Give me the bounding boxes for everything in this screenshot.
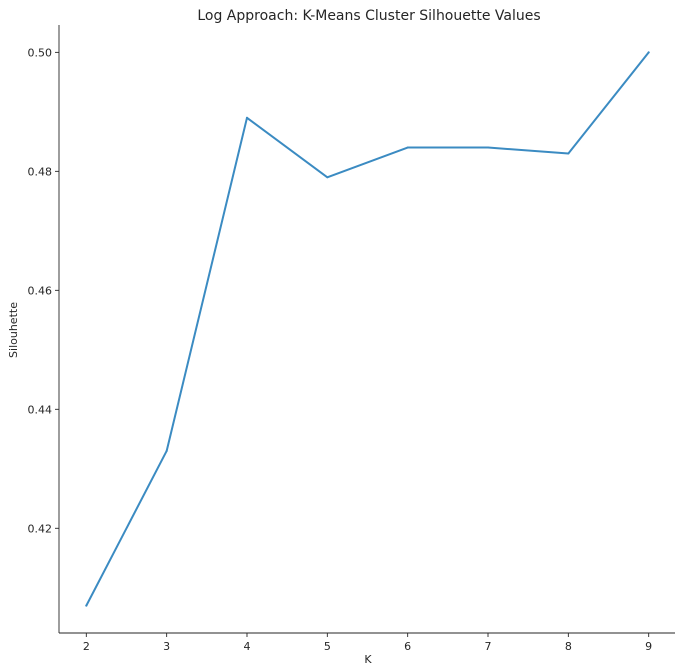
data-point: [406, 146, 409, 149]
data-point: [326, 176, 329, 179]
y-tick-label: 0.48: [28, 165, 53, 178]
x-tick-label: 2: [83, 640, 90, 653]
series-line: [85, 51, 650, 607]
x-axis-label: K: [364, 653, 372, 666]
x-ticks: 2 3 4 5 6 7 8 9: [83, 633, 652, 653]
y-tick-label: 0.46: [28, 284, 53, 297]
data-point: [567, 152, 570, 155]
y-ticks: 0.42 0.44 0.46 0.48 0.50: [28, 46, 59, 535]
data-point: [85, 604, 88, 607]
x-tick-label: 5: [324, 640, 331, 653]
data-point: [647, 51, 650, 54]
x-tick-label: 4: [243, 640, 250, 653]
x-tick-label: 7: [485, 640, 492, 653]
plot-area: [58, 25, 675, 634]
data-point: [487, 146, 490, 149]
y-tick-label: 0.42: [28, 522, 53, 535]
series-layer: [85, 51, 650, 607]
data-point: [165, 449, 168, 452]
x-tick-label: 3: [163, 640, 170, 653]
y-tick-label: 0.44: [28, 403, 53, 416]
x-tick-label: 9: [645, 640, 652, 653]
data-point: [245, 116, 248, 119]
x-tick-label: 8: [565, 640, 572, 653]
y-axis-label: Silouhette: [7, 302, 20, 358]
chart-title: Log Approach: K-Means Cluster Silhouette…: [197, 8, 540, 24]
x-tick-label: 6: [404, 640, 411, 653]
y-tick-label: 0.50: [28, 46, 53, 59]
